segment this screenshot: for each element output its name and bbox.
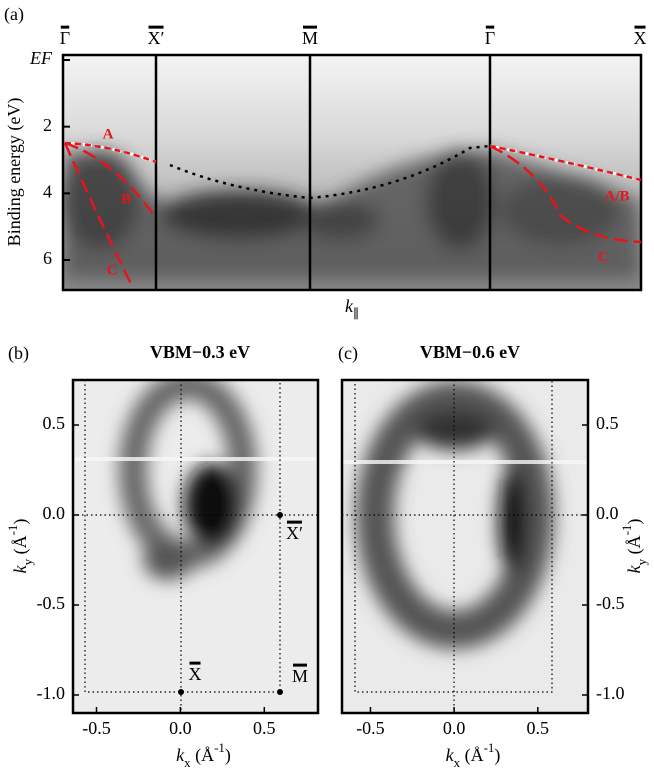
x-axis-label-part: k [176, 745, 185, 765]
y-tick-label: -1.0 [37, 683, 66, 703]
x-axis-label-part: ) [225, 745, 231, 766]
symmetry-point: X [189, 664, 202, 684]
x-axis-label-part: x [454, 755, 461, 770]
x-tick-label: 0.5 [527, 718, 550, 738]
y-tick-label: 4 [43, 181, 52, 201]
x-axis-label-part: (Å [191, 745, 215, 766]
band-label: B [121, 191, 131, 207]
x-tick-label: -0.5 [356, 718, 385, 738]
y-axis-label: Binding energy (eV) [4, 98, 25, 247]
x-tick-label: 0.5 [253, 718, 276, 738]
y-axis-label-part: (Å [10, 535, 31, 559]
symmetry-point: M [292, 666, 308, 686]
arpes-image [63, 55, 641, 290]
y-axis-label: ky (Å-1) [5, 519, 35, 574]
frame [61, 53, 643, 292]
symmetry-point: Γ [60, 28, 70, 48]
panel-label: (c) [338, 343, 358, 364]
y-axis-label-part: y [634, 558, 649, 565]
y-tick-label: 0.0 [596, 503, 619, 523]
panel-label: (b) [8, 343, 29, 364]
y-axis-label-part: (Å [624, 535, 645, 559]
map-image [342, 380, 588, 713]
x-axis-label-part: (Å [460, 745, 484, 766]
panel-label: (a) [4, 4, 24, 25]
dotted-band [169, 144, 491, 200]
x-axis-label-part: -1 [484, 740, 495, 755]
x-axis-label-part: ∥ [353, 306, 359, 321]
y-axis-label-part: ) [624, 519, 645, 525]
y-tick-label: -0.5 [596, 593, 625, 613]
symmetry-point: X′ [148, 28, 165, 48]
y-tick-label: EF [29, 48, 53, 68]
symmetry-point: X [634, 28, 647, 48]
y-tick-label: 0.5 [596, 413, 619, 433]
y-axis-label-part: -1 [619, 525, 634, 536]
y-tick-label: -0.5 [37, 593, 66, 613]
x-axis-label-part: k [345, 296, 354, 316]
frame [340, 378, 590, 715]
y-axis-label-part: ) [10, 519, 31, 525]
y-tick-label: 0.0 [43, 503, 66, 523]
band-label: A [103, 126, 114, 142]
x-axis-label-part: x [184, 755, 191, 770]
band-label: C [598, 249, 609, 265]
x-tick-label: 0.0 [169, 718, 192, 738]
band-label: C [107, 262, 118, 278]
x-axis-label-part: -1 [214, 740, 225, 755]
band-label: A/B [604, 188, 629, 204]
y-tick-label: 6 [43, 248, 52, 268]
y-axis-label-part: -1 [5, 525, 20, 536]
y-axis-label: ky (Å-1) [619, 519, 649, 574]
symmetry-point: M [302, 28, 318, 48]
y-tick-label: -1.0 [596, 683, 625, 703]
frame [71, 378, 320, 715]
y-tick-label: 0.5 [43, 413, 66, 433]
y-axis-label-part: k [10, 564, 30, 573]
y-axis-label-part: y [20, 558, 35, 565]
y-axis-label-part: k [624, 564, 644, 573]
x-axis-label-part: ) [494, 745, 500, 766]
symmetry-point: X′ [286, 523, 303, 543]
x-tick-label: -0.5 [82, 718, 111, 738]
band-fits [63, 141, 642, 287]
symmetry-lines [154, 55, 492, 290]
map-image [73, 380, 318, 713]
y-tick-label: 2 [43, 115, 52, 135]
bz-guides [73, 379, 588, 713]
x-tick-label: 0.0 [443, 718, 466, 738]
panel-title: VBM−0.6 eV [420, 342, 520, 362]
symmetry-point: Γ [485, 28, 495, 48]
x-axis-label: kx (Å-1) [176, 740, 231, 770]
x-axis-label-part: k [446, 745, 455, 765]
panel-title: VBM−0.3 eV [150, 342, 250, 362]
x-axis-label: kx (Å-1) [446, 740, 501, 770]
x-axis-label: k∥ [345, 296, 359, 321]
